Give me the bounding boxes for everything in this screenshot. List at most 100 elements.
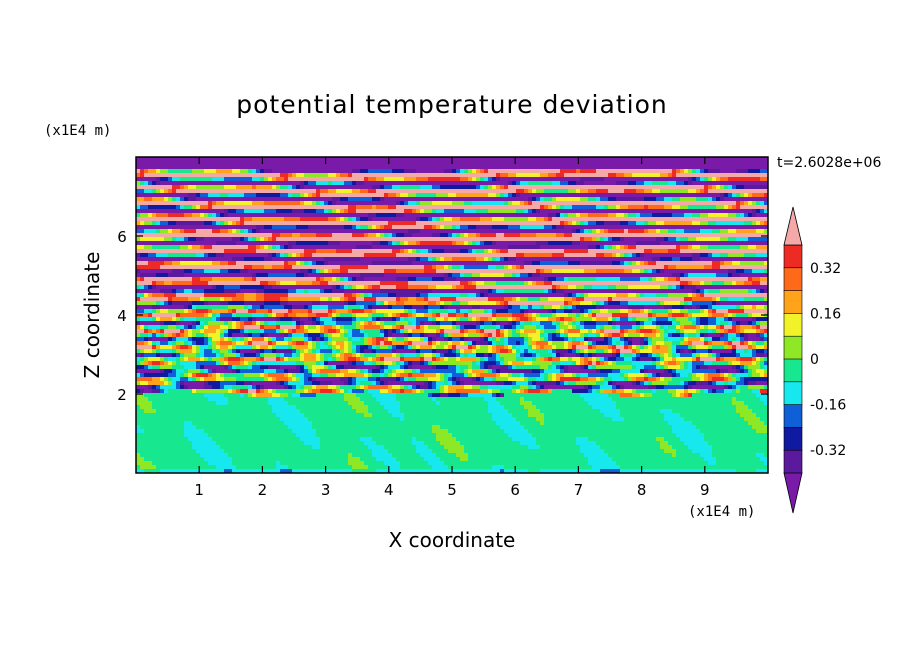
contour-cell bbox=[440, 161, 445, 166]
contour-cell bbox=[480, 197, 485, 202]
contour-cell bbox=[420, 169, 425, 174]
contour-cell bbox=[512, 233, 517, 238]
contour-cell bbox=[316, 169, 321, 174]
contour-cell bbox=[528, 269, 533, 274]
contour-cell bbox=[688, 237, 693, 242]
contour-cell bbox=[604, 269, 609, 274]
contour-cell bbox=[616, 273, 621, 278]
contour-cell bbox=[448, 197, 453, 202]
contour-cell bbox=[532, 229, 537, 234]
contour-cell bbox=[764, 261, 768, 266]
contour-cell bbox=[480, 217, 485, 222]
contour-cell bbox=[164, 233, 169, 238]
contour-cell bbox=[464, 225, 469, 230]
contour-cell bbox=[252, 245, 257, 250]
contour-cell bbox=[304, 209, 309, 214]
contour-cell bbox=[264, 161, 269, 166]
contour-cell bbox=[396, 253, 401, 258]
contour-cell bbox=[508, 209, 513, 214]
contour-cell bbox=[624, 193, 629, 198]
contour-cell bbox=[640, 193, 645, 198]
contour-cell bbox=[612, 185, 617, 190]
contour-cell bbox=[748, 205, 753, 210]
contour-cell bbox=[484, 269, 489, 274]
contour-cell bbox=[484, 165, 489, 170]
contour-cell bbox=[600, 161, 605, 166]
contour-cell bbox=[360, 281, 365, 286]
contour-cell bbox=[492, 261, 497, 266]
contour-cell bbox=[696, 193, 701, 198]
contour-cell bbox=[640, 225, 645, 230]
contour-cell bbox=[340, 253, 345, 258]
contour-cell bbox=[692, 253, 697, 258]
contour-cell bbox=[508, 213, 513, 218]
contour-cell bbox=[452, 197, 457, 202]
contour-cell bbox=[248, 185, 253, 190]
contour-cell bbox=[348, 181, 353, 186]
contour-cell bbox=[624, 221, 629, 226]
contour-cell bbox=[708, 177, 713, 182]
contour-cell bbox=[604, 193, 609, 198]
contour-cell bbox=[464, 237, 469, 242]
contour-cell bbox=[416, 177, 421, 182]
contour-cell bbox=[496, 157, 501, 162]
contour-cell bbox=[620, 241, 625, 246]
contour-cell bbox=[272, 237, 277, 242]
contour-cell bbox=[412, 189, 417, 194]
contour-cell bbox=[644, 261, 649, 266]
contour-cell bbox=[176, 169, 181, 174]
contour-cell bbox=[336, 281, 341, 286]
contour-cell bbox=[196, 173, 201, 178]
contour-cell bbox=[272, 257, 277, 262]
contour-cell bbox=[236, 225, 241, 230]
contour-cell bbox=[496, 201, 501, 206]
contour-cell bbox=[752, 261, 757, 266]
contour-cell bbox=[448, 225, 453, 230]
contour-cell bbox=[516, 161, 521, 166]
contour-cell bbox=[264, 181, 269, 186]
contour-cell bbox=[436, 277, 441, 282]
contour-cell bbox=[536, 221, 541, 226]
contour-cell bbox=[692, 161, 697, 166]
contour-cell bbox=[532, 209, 537, 214]
contour-cell bbox=[308, 173, 313, 178]
contour-cell bbox=[444, 201, 449, 206]
contour-cell bbox=[252, 265, 257, 270]
contour-cell bbox=[424, 165, 429, 170]
contour-cell bbox=[160, 221, 165, 226]
contour-cell bbox=[456, 273, 461, 278]
contour-cell bbox=[388, 205, 393, 210]
contour-cell bbox=[140, 177, 145, 182]
contour-cell bbox=[608, 193, 613, 198]
contour-cell bbox=[500, 213, 505, 218]
contour-cell bbox=[212, 225, 217, 230]
contour-cell bbox=[216, 237, 221, 242]
contour-cell bbox=[656, 245, 661, 250]
contour-cell bbox=[260, 181, 265, 186]
contour-cell bbox=[664, 165, 669, 170]
contour-cell bbox=[572, 249, 577, 254]
contour-cell bbox=[472, 245, 477, 250]
contour-cell bbox=[480, 201, 485, 206]
contour-cell bbox=[736, 233, 741, 238]
contour-cell bbox=[252, 269, 257, 274]
contour-cell bbox=[584, 165, 589, 170]
contour-cell bbox=[764, 257, 768, 262]
contour-cell bbox=[532, 193, 537, 198]
contour-cell bbox=[716, 221, 721, 226]
contour-cell bbox=[136, 265, 141, 270]
contour-cell bbox=[164, 173, 169, 178]
contour-cell bbox=[628, 241, 633, 246]
contour-cell bbox=[504, 205, 509, 210]
contour-cell bbox=[164, 193, 169, 198]
contour-cell bbox=[232, 253, 237, 258]
contour-cell bbox=[256, 173, 261, 178]
contour-cell bbox=[376, 217, 381, 222]
contour-cell bbox=[384, 193, 389, 198]
contour-cell bbox=[208, 269, 213, 274]
contour-cell bbox=[240, 201, 245, 206]
contour-cell bbox=[164, 277, 169, 282]
contour-cell bbox=[172, 229, 177, 234]
contour-cell bbox=[528, 241, 533, 246]
contour-row bbox=[136, 221, 768, 226]
